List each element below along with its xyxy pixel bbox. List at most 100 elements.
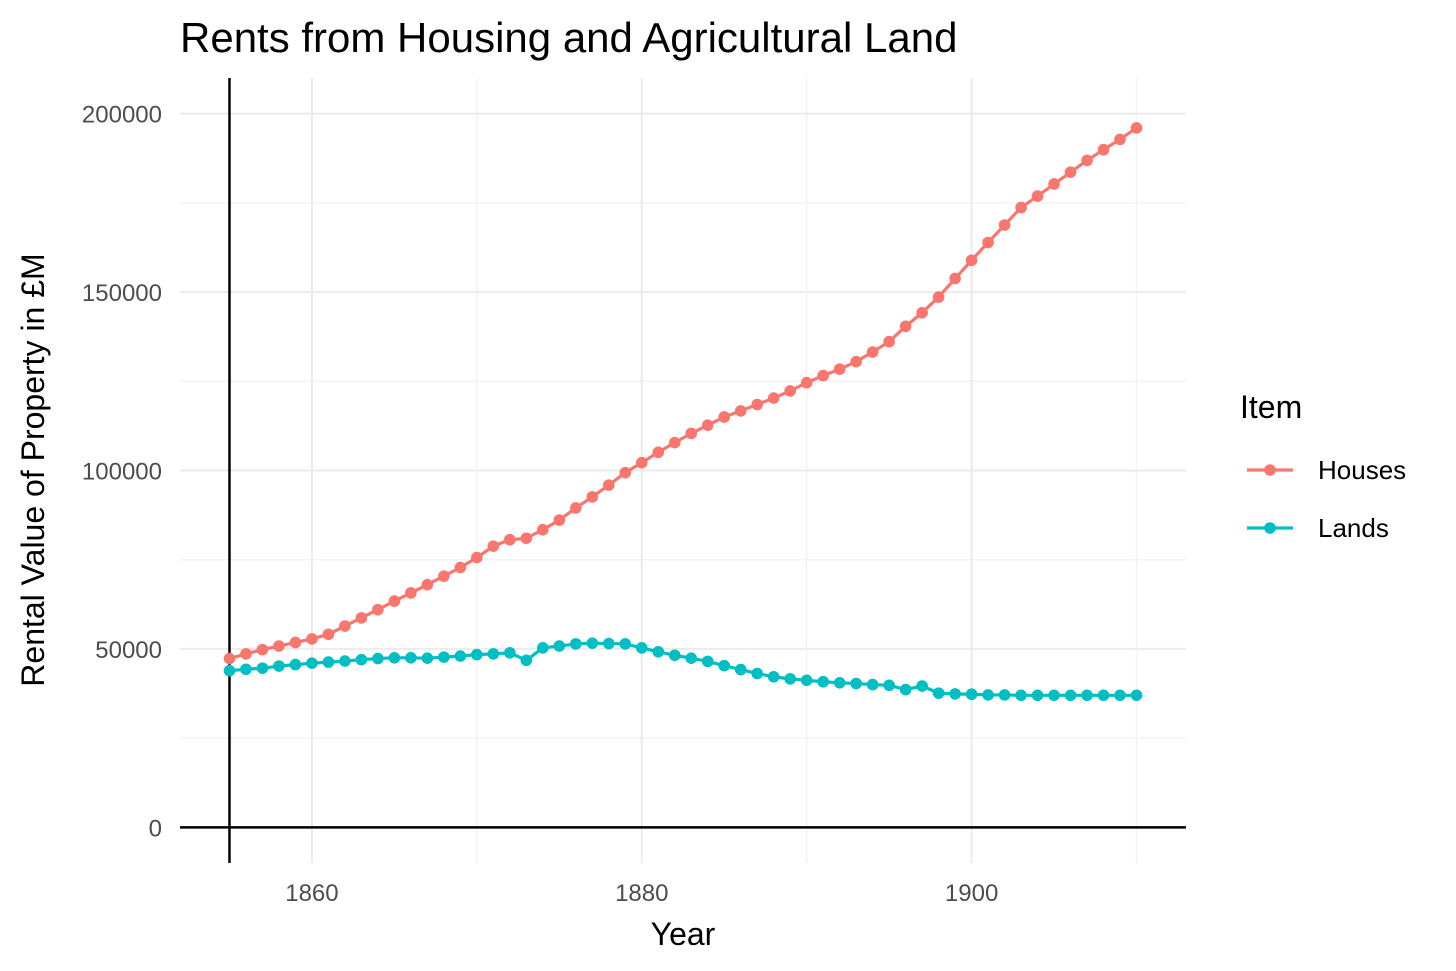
lands-data-point (240, 663, 252, 676)
houses-data-point (273, 640, 285, 652)
lands-data-point (438, 651, 450, 663)
lands-data-point (1064, 689, 1077, 702)
houses-data-point (817, 369, 829, 382)
lands-data-point (899, 683, 912, 696)
lands-data-point (256, 662, 269, 674)
houses-data-point (306, 633, 318, 645)
lands-data-point (850, 677, 862, 690)
legend-key-point-houses (1264, 464, 1276, 476)
lands-data-point (784, 673, 796, 685)
legend-label-houses: Houses (1318, 455, 1406, 485)
lands-data-point (685, 652, 698, 664)
y-axis-title: Rental Value of Property in £M (15, 253, 51, 686)
houses-data-point (1064, 166, 1077, 178)
lands-data-point (635, 642, 648, 654)
houses-data-point (421, 578, 434, 591)
lands-data-point (949, 688, 961, 700)
lands-data-point (520, 654, 533, 667)
houses-data-point (454, 561, 467, 574)
lands-data-point (883, 679, 895, 692)
reference-lines (180, 78, 1186, 863)
chart-title: Rents from Housing and Agricultural Land (180, 14, 957, 61)
houses-data-point (504, 533, 516, 546)
lands-data-point (1114, 689, 1126, 702)
lands-data-point (866, 678, 879, 691)
houses-data-point (355, 612, 368, 624)
houses-data-point (619, 466, 632, 479)
lands-series-line (229, 641, 1137, 697)
lands-data-point (322, 656, 335, 668)
houses-data-point (602, 479, 615, 491)
houses-data-point (537, 523, 549, 536)
houses-data-point (850, 355, 862, 368)
lands-data-point (718, 659, 731, 672)
x-axis-ticks: 1860 1880 1900 (285, 880, 998, 907)
houses-data-point (223, 652, 236, 665)
houses-data-point (718, 411, 731, 423)
lands-data-point (800, 674, 813, 687)
lands-data-point (932, 687, 945, 699)
houses-data-point (520, 532, 533, 545)
houses-data-point (586, 491, 599, 503)
lands-data-point (405, 652, 417, 664)
lands-data-point (701, 655, 714, 668)
lands-data-point (421, 652, 434, 664)
lands-data-point (372, 652, 384, 665)
lands-data-point (487, 648, 500, 660)
houses-data-point (635, 456, 648, 469)
houses-data-point (240, 648, 252, 660)
legend: Item Houses Lands (1240, 389, 1406, 543)
houses-data-point (570, 502, 582, 514)
houses-data-point (438, 570, 450, 582)
houses-data-point (1015, 201, 1027, 214)
lands-data-point (982, 689, 994, 701)
legend-key-point-lands (1264, 522, 1276, 534)
houses-data-point (339, 620, 351, 632)
lands-data-point (570, 638, 582, 650)
houses-data-point (322, 628, 335, 641)
houses-data-point (372, 603, 384, 616)
lands-data-point (504, 647, 516, 659)
houses-series-line (229, 126, 1138, 661)
houses-data-point (965, 254, 978, 267)
houses-data-point (932, 291, 945, 303)
y-tick-label: 50000 (95, 637, 162, 664)
x-tick-label: 1860 (285, 880, 338, 907)
houses-data-point (734, 405, 747, 417)
lands-data-point (965, 688, 978, 701)
houses-data-point (998, 219, 1011, 231)
houses-data-point (471, 551, 483, 564)
houses-data-point (800, 376, 813, 389)
series-lines (229, 126, 1138, 697)
houses-data-point (701, 419, 714, 431)
lands-data-point (668, 649, 681, 662)
houses-data-point (388, 595, 401, 607)
houses-data-point (1081, 154, 1093, 167)
houses-data-point (899, 320, 912, 333)
lands-data-point (1097, 689, 1110, 702)
y-axis-ticks: 0 50000 100000 150000 200000 (82, 102, 162, 843)
y-tick-label: 200000 (82, 102, 162, 129)
lands-data-point (1130, 689, 1143, 702)
lands-data-point (1048, 689, 1060, 702)
houses-data-point (982, 236, 994, 249)
lands-data-point (734, 663, 747, 676)
major-gridlines (180, 78, 1186, 863)
houses-data-point (767, 392, 780, 404)
houses-data-point (256, 643, 269, 656)
legend-label-lands: Lands (1318, 513, 1389, 543)
legend-title: Item (1240, 389, 1302, 425)
houses-data-point (833, 363, 846, 375)
houses-data-point (487, 540, 500, 552)
houses-data-point (685, 427, 698, 440)
lands-data-point (454, 650, 467, 662)
lands-data-point (998, 689, 1011, 701)
y-tick-label: 0 (149, 815, 162, 842)
lands-data-point (471, 648, 483, 661)
houses-data-point (289, 636, 302, 649)
lands-data-point (306, 657, 318, 669)
x-tick-label: 1900 (945, 880, 998, 907)
lands-data-point (652, 645, 665, 658)
y-tick-label: 150000 (82, 280, 162, 307)
